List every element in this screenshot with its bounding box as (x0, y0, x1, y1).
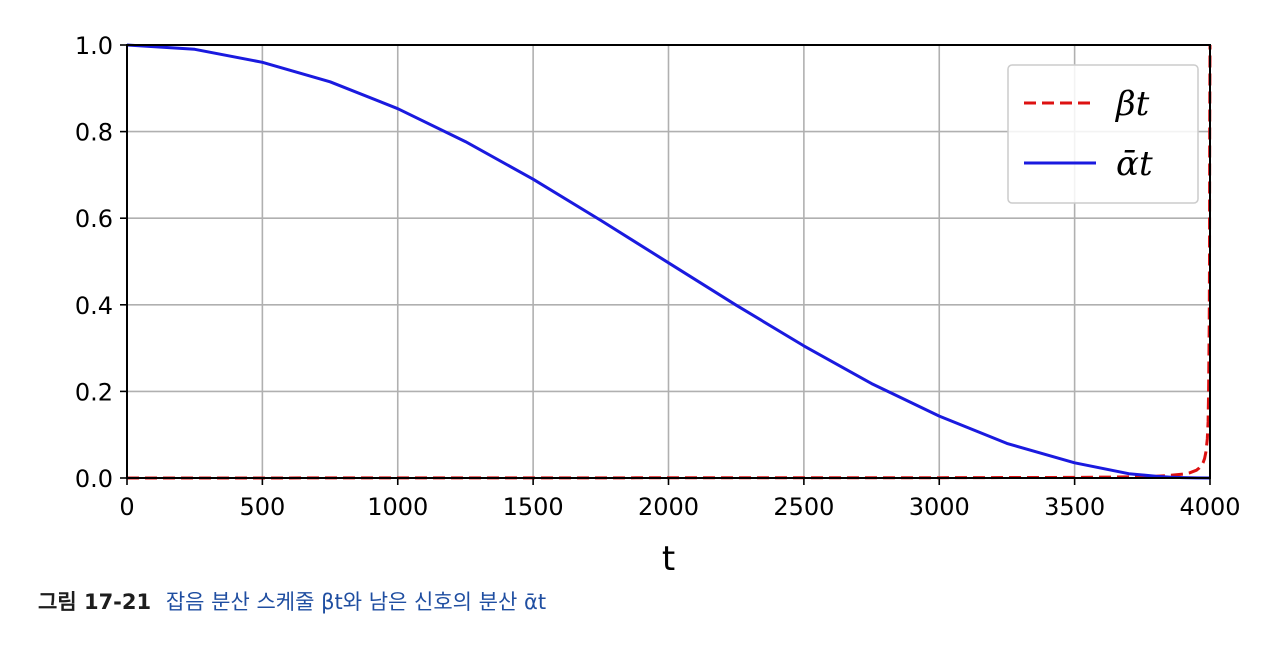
x-tick-label: 2500 (773, 493, 834, 521)
axis-ticks: 0 500 1000 1500 2000 2500 3000 3500 4000 0.0 0.2 0.… (75, 32, 1241, 521)
y-tick-label: 0.4 (75, 292, 113, 320)
x-tick-label: 0 (119, 493, 134, 521)
x-tick-label: 3500 (1044, 493, 1105, 521)
legend-box (1007, 64, 1199, 204)
y-tick-label: 1.0 (75, 32, 113, 60)
legend: βt ᾱt (1007, 64, 1199, 204)
x-tick-label: 3000 (909, 493, 970, 521)
y-tick-label: 0.8 (75, 119, 113, 147)
x-tick-label: 1000 (367, 493, 428, 521)
x-axis-label: t (662, 539, 675, 579)
figure-caption-text: 잡음 분산 스케줄 βt와 남은 신호의 분산 ᾱt (165, 590, 547, 614)
x-tick-label: 2000 (638, 493, 699, 521)
x-tick-label: 1500 (503, 493, 564, 521)
y-tick-label: 0.2 (75, 378, 113, 406)
series-line-1 (126, 43, 1211, 480)
x-tick-label: 4000 (1179, 493, 1240, 521)
legend-label-0: βt (1114, 84, 1150, 124)
x-tick-label: 500 (239, 493, 285, 521)
figure-caption: 그림 17-21 잡음 분산 스케줄 βt와 남은 신호의 분산 ᾱt (38, 586, 546, 616)
y-tick-label: 0.0 (75, 465, 113, 493)
y-tick-label: 0.6 (75, 205, 113, 233)
chart: 0 500 1000 1500 2000 2500 3000 3500 4000 0.0 0.2 0.… (75, 32, 1241, 579)
figure-number: 그림 17-21 (38, 590, 152, 614)
legend-label-1: ᾱt (1116, 144, 1153, 184)
